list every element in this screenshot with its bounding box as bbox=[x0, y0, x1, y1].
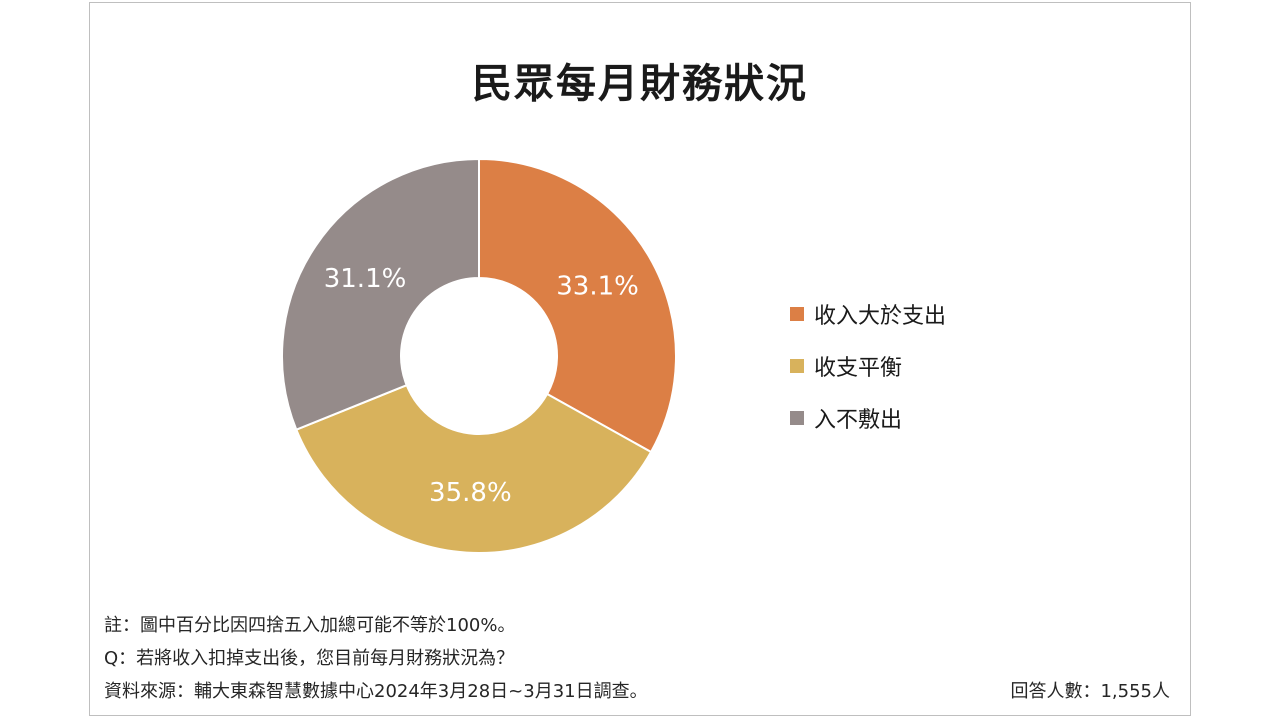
chart-title: 民眾每月財務狀況 bbox=[472, 61, 808, 107]
legend: 收入大於支出 收支平衡 入不敷出 bbox=[790, 301, 946, 457]
legend-item: 入不敷出 bbox=[790, 405, 946, 433]
legend-swatch bbox=[790, 307, 804, 321]
legend-item: 收支平衡 bbox=[790, 353, 946, 381]
legend-item: 收入大於支出 bbox=[790, 301, 947, 329]
donut-slice bbox=[294, 383, 653, 554]
legend-label: 入不敷出 bbox=[814, 408, 903, 433]
survey-question: Q：若將收入扣掉支出後，您目前每月財務狀況為？ bbox=[104, 648, 515, 669]
chart-notes: 註：圖中百分比因四捨五入加總可能不等於100%。 Q：若將收入扣掉支出後，您目前… bbox=[104, 609, 648, 708]
donut-chart: 33.1% 35.8% 31.1% bbox=[281, 157, 677, 554]
donut-slice bbox=[281, 157, 480, 431]
respondent-count: 回答人數：1,555人 bbox=[1010, 681, 1170, 702]
slice-data-label: 31.1% bbox=[324, 264, 407, 294]
donut-slice bbox=[478, 157, 677, 454]
slice-data-label: 33.1% bbox=[556, 271, 639, 301]
footnote: 註：圖中百分比因四捨五入加總可能不等於100%。 bbox=[104, 615, 516, 636]
legend-label: 收支平衡 bbox=[814, 356, 903, 381]
legend-label: 收入大於支出 bbox=[814, 304, 947, 329]
legend-swatch bbox=[790, 359, 804, 373]
chart-frame: 民眾每月財務狀況 33.1% 35.8% 31.1% 收入大於支出 收支平衡 入不敷… bbox=[89, 2, 1191, 716]
slice-data-label: 35.8% bbox=[429, 478, 512, 508]
data-source: 資料來源：輔大東森智慧數據中心2024年3月28日~3月31日調查。 bbox=[104, 681, 648, 702]
legend-swatch bbox=[790, 411, 804, 425]
